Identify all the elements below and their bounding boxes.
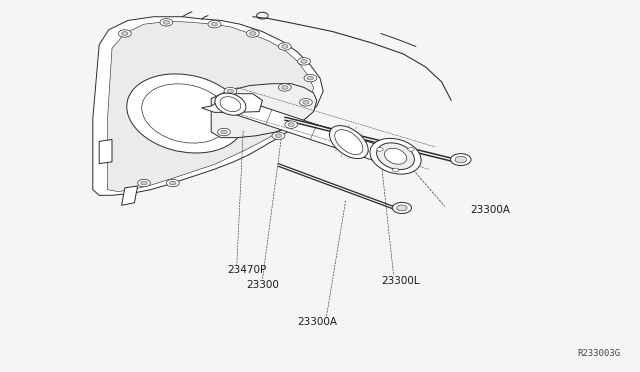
Circle shape — [166, 179, 179, 187]
Circle shape — [122, 32, 128, 35]
Circle shape — [272, 132, 285, 140]
Circle shape — [211, 22, 218, 26]
Ellipse shape — [385, 148, 406, 164]
Circle shape — [377, 148, 383, 151]
Circle shape — [307, 76, 314, 80]
Circle shape — [301, 60, 307, 63]
Circle shape — [278, 84, 291, 91]
Polygon shape — [122, 186, 138, 205]
Ellipse shape — [220, 97, 241, 112]
Circle shape — [170, 181, 176, 185]
Circle shape — [408, 148, 414, 151]
Circle shape — [397, 205, 407, 211]
Circle shape — [138, 179, 150, 187]
Circle shape — [141, 181, 147, 185]
Circle shape — [275, 134, 282, 138]
Circle shape — [163, 20, 170, 24]
Text: 23470P: 23470P — [227, 265, 266, 275]
Circle shape — [285, 121, 298, 128]
Polygon shape — [221, 95, 406, 169]
Polygon shape — [108, 21, 314, 192]
Circle shape — [221, 130, 227, 134]
Polygon shape — [99, 140, 112, 164]
Ellipse shape — [142, 84, 229, 143]
Ellipse shape — [330, 126, 368, 158]
Circle shape — [288, 123, 294, 126]
Ellipse shape — [335, 130, 363, 154]
Circle shape — [246, 30, 259, 37]
Circle shape — [455, 156, 467, 163]
Ellipse shape — [370, 138, 421, 174]
Ellipse shape — [215, 93, 246, 115]
Polygon shape — [93, 17, 323, 195]
Circle shape — [282, 45, 288, 48]
Text: 23300A: 23300A — [298, 317, 338, 327]
Circle shape — [451, 154, 471, 166]
Circle shape — [118, 30, 131, 37]
Circle shape — [298, 58, 310, 65]
Circle shape — [227, 89, 234, 93]
Polygon shape — [211, 84, 317, 138]
Circle shape — [208, 20, 221, 28]
Circle shape — [278, 43, 291, 50]
Circle shape — [300, 99, 312, 106]
Circle shape — [160, 19, 173, 26]
Text: 23300A: 23300A — [470, 205, 511, 215]
Text: 23300: 23300 — [246, 280, 279, 289]
Text: R233003G: R233003G — [578, 349, 621, 358]
Ellipse shape — [127, 74, 244, 153]
Circle shape — [304, 74, 317, 82]
Ellipse shape — [376, 143, 415, 170]
Circle shape — [250, 32, 256, 35]
Circle shape — [392, 202, 412, 214]
Circle shape — [303, 100, 309, 104]
Polygon shape — [202, 94, 262, 112]
Circle shape — [224, 87, 237, 95]
Text: 23300L: 23300L — [381, 276, 419, 286]
Circle shape — [282, 86, 288, 89]
Circle shape — [392, 168, 399, 172]
Circle shape — [218, 128, 230, 136]
